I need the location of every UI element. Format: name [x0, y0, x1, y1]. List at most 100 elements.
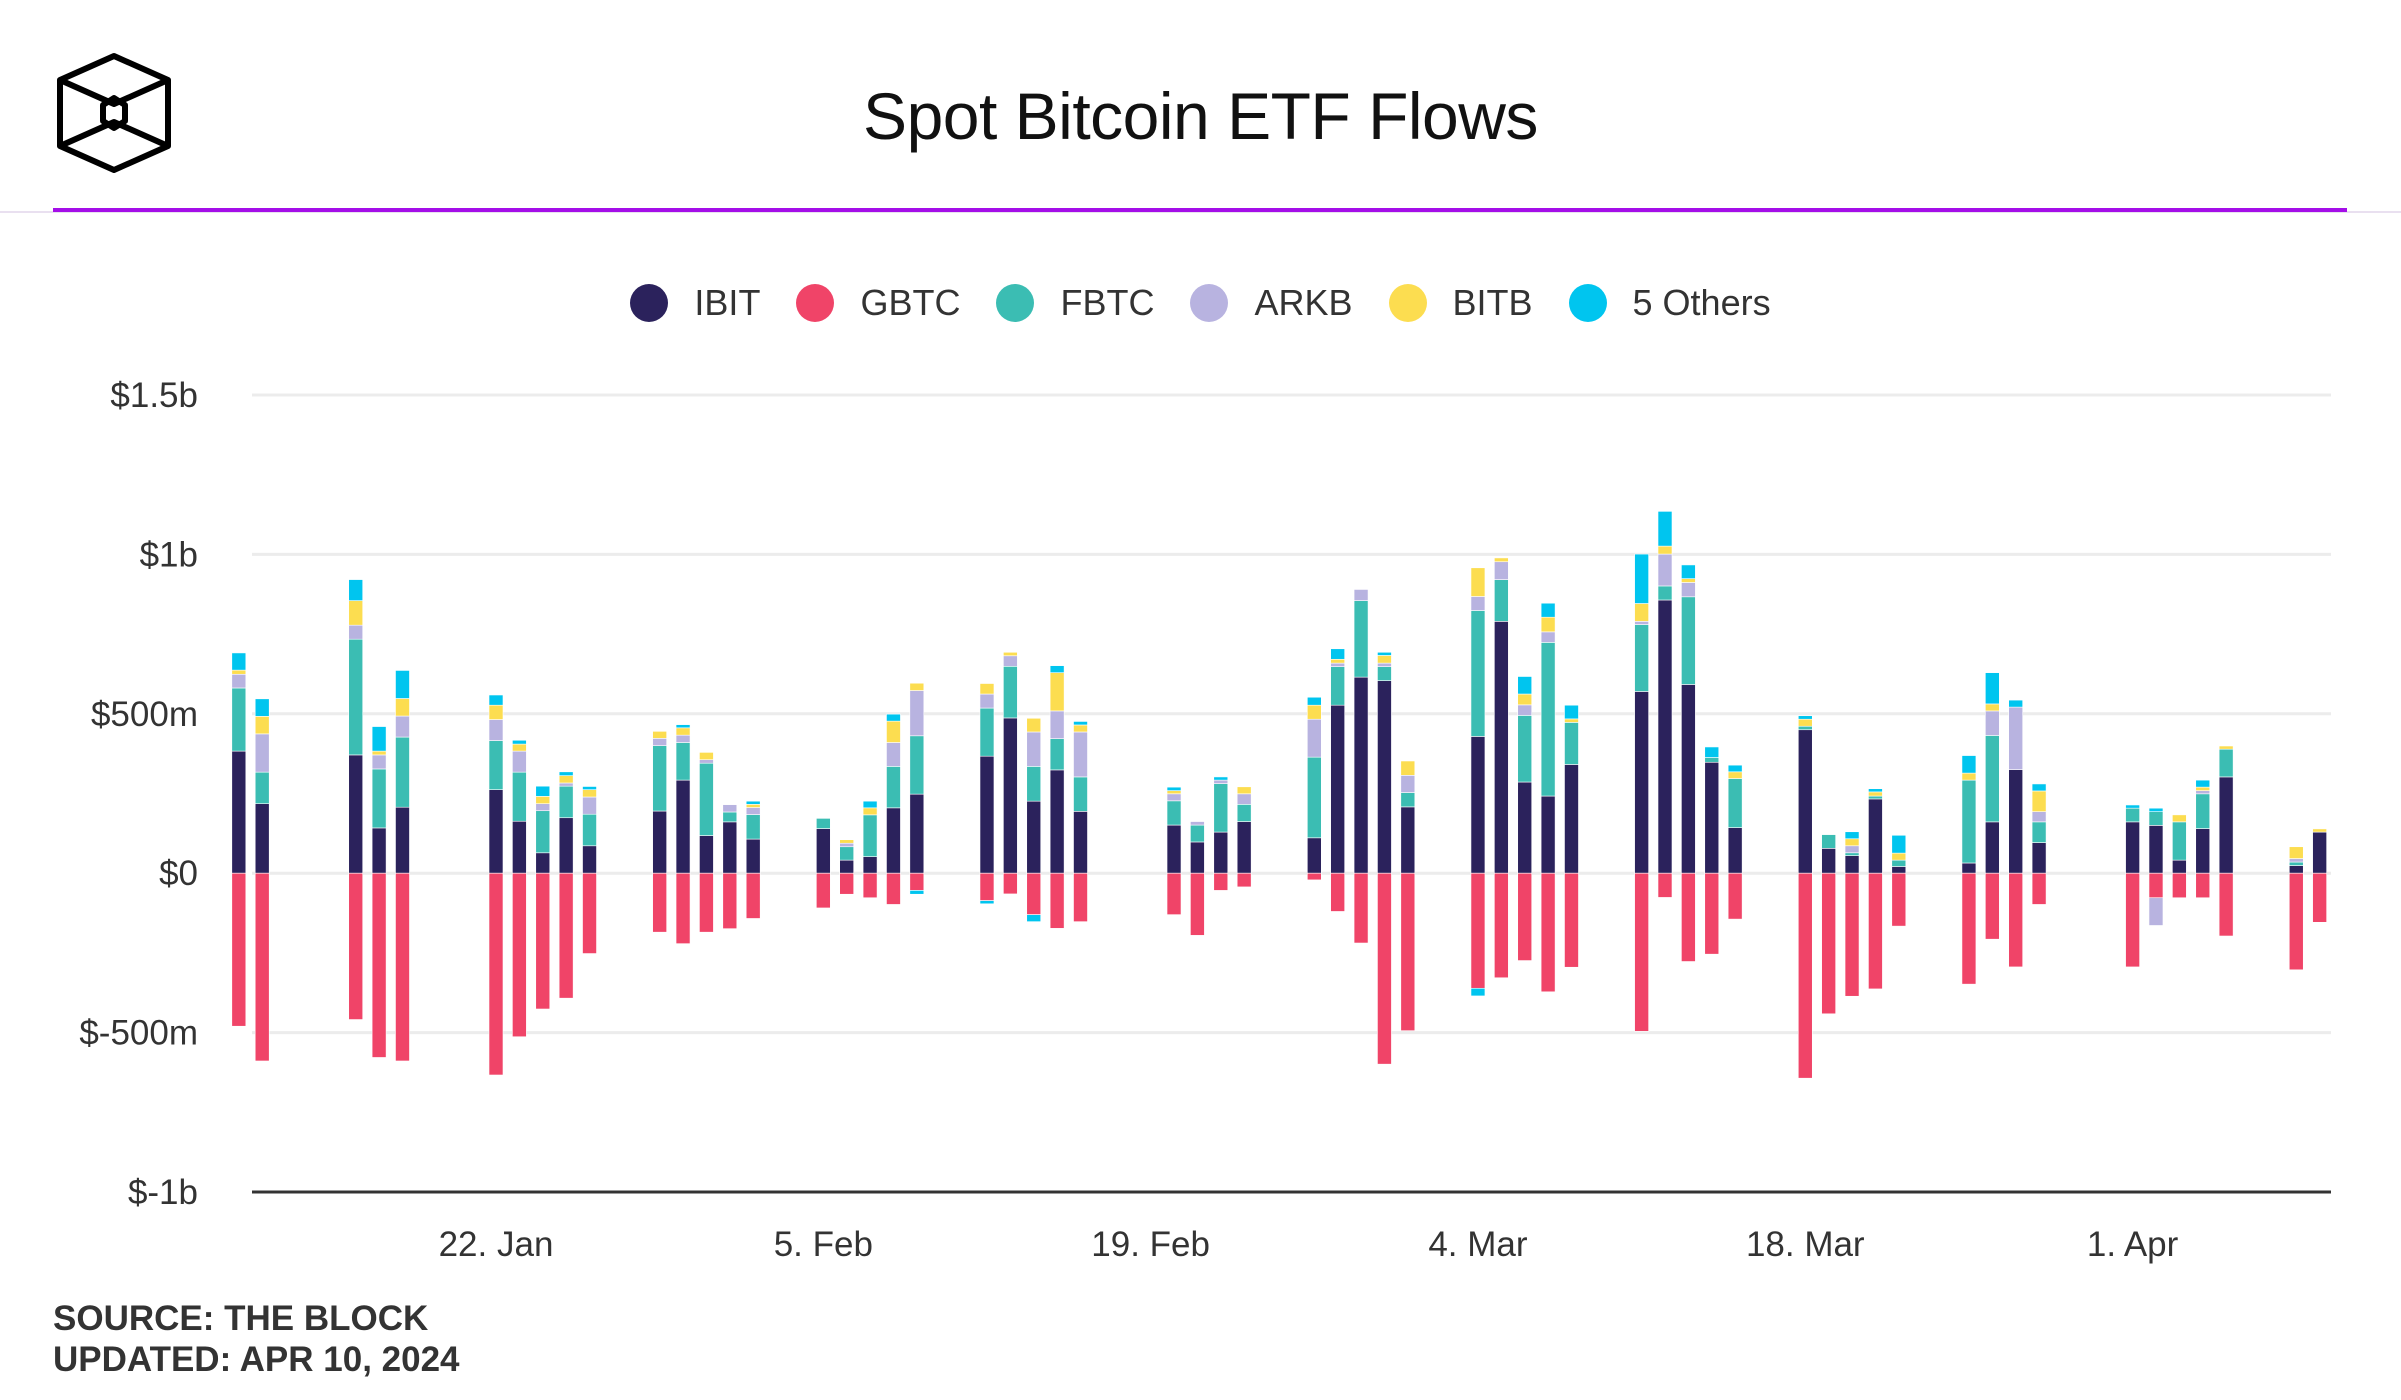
bar-segment-fbtc[interactable]: [1049, 738, 1065, 771]
bar-segment-arkb[interactable]: [488, 719, 504, 741]
bar-segment-ibit[interactable]: [1844, 855, 1860, 874]
bar-segment-fbtc[interactable]: [699, 762, 714, 836]
bar-segment-fbtc[interactable]: [1236, 804, 1252, 822]
bar-segment-bitb[interactable]: [1400, 760, 1416, 776]
bar-segment-bitb[interactable]: [395, 698, 410, 717]
bar-segment-fbtc[interactable]: [1821, 834, 1836, 849]
bar-segment-arkb[interactable]: [1003, 655, 1018, 667]
bar-segment-ibit[interactable]: [886, 807, 901, 874]
bar-segment-arkb[interactable]: [745, 807, 761, 815]
bar-segment-bitb[interactable]: [535, 796, 551, 805]
bar-segment-5-others[interactable]: [1330, 648, 1345, 660]
bar-segment-5-others[interactable]: [535, 785, 551, 797]
bar-segment-ibit[interactable]: [2148, 825, 2164, 874]
bar-segment-gbtc[interactable]: [2172, 872, 2187, 899]
bar-segment-ibit[interactable]: [1353, 676, 1369, 874]
bar-segment-fbtc[interactable]: [1727, 778, 1743, 828]
bar-segment-fbtc[interactable]: [2195, 793, 2211, 829]
bar-segment-gbtc[interactable]: [886, 872, 901, 905]
bar-segment-ibit[interactable]: [652, 810, 667, 874]
bar-segment-gbtc[interactable]: [1049, 872, 1065, 929]
bar-segment-ibit[interactable]: [1657, 599, 1673, 874]
bar-segment-arkb[interactable]: [1166, 793, 1182, 802]
bar-segment-bitb[interactable]: [1307, 704, 1322, 720]
bar-segment-fbtc[interactable]: [2218, 748, 2234, 778]
bar-segment-fbtc[interactable]: [675, 742, 691, 781]
bar-segment-fbtc[interactable]: [1564, 722, 1579, 765]
bar-segment-5-others[interactable]: [231, 652, 247, 671]
bar-segment-ibit[interactable]: [745, 838, 761, 874]
bar-segment-ibit[interactable]: [1891, 866, 1907, 874]
bar-segment-gbtc[interactable]: [1517, 872, 1533, 961]
bar-segment-5-others[interactable]: [1727, 764, 1743, 773]
bar-segment-fbtc[interactable]: [2172, 821, 2187, 861]
bar-segment-bitb[interactable]: [745, 804, 761, 808]
bar-segment-ibit[interactable]: [2312, 831, 2327, 874]
bar-segment-fbtc[interactable]: [371, 768, 387, 829]
bar-segment-ibit[interactable]: [371, 827, 387, 874]
bar-segment-fbtc[interactable]: [1470, 610, 1486, 737]
bar-segment-ibit[interactable]: [2172, 859, 2187, 874]
bar-segment-gbtc[interactable]: [1377, 872, 1392, 1065]
bar-segment-ibit[interactable]: [1213, 831, 1229, 874]
bar-segment-bitb[interactable]: [1657, 545, 1673, 555]
bar-segment-fbtc[interactable]: [535, 810, 551, 854]
bar-segment-5-others[interactable]: [1166, 786, 1182, 791]
bar-segment-gbtc[interactable]: [558, 872, 574, 999]
bar-segment-5-others[interactable]: [2031, 783, 2047, 792]
bar-segment-5-others[interactable]: [1704, 746, 1720, 758]
bar-segment-fbtc[interactable]: [1166, 800, 1182, 826]
bar-segment-fbtc[interactable]: [1026, 766, 1042, 802]
bar-segment-ibit[interactable]: [1166, 824, 1182, 874]
bar-segment-ibit[interactable]: [1026, 800, 1042, 874]
legend-item-fbtc[interactable]: FBTC: [996, 282, 1154, 324]
bar-segment-fbtc[interactable]: [839, 846, 855, 861]
bar-segment-bitb[interactable]: [2218, 745, 2234, 750]
bar-segment-ibit[interactable]: [722, 821, 738, 874]
bar-segment-gbtc[interactable]: [1704, 872, 1720, 955]
bar-segment-bitb[interactable]: [582, 789, 597, 798]
bar-segment-ibit[interactable]: [2125, 821, 2140, 874]
bar-segment-bitb[interactable]: [1330, 658, 1345, 664]
bar-segment-5-others[interactable]: [1470, 987, 1486, 997]
bar-segment-bitb[interactable]: [1868, 791, 1883, 797]
bar-segment-arkb[interactable]: [979, 693, 995, 709]
legend-item-ibit[interactable]: IBIT: [630, 282, 760, 324]
bar-segment-ibit[interactable]: [909, 793, 925, 874]
bar-segment-bitb[interactable]: [1049, 672, 1065, 712]
bar-segment-ibit[interactable]: [1564, 764, 1579, 874]
bar-segment-5-others[interactable]: [1307, 696, 1322, 706]
bar-segment-ibit[interactable]: [1985, 821, 2000, 874]
bar-segment-ibit[interactable]: [231, 750, 247, 874]
bar-segment-5-others[interactable]: [909, 890, 925, 895]
bar-segment-gbtc[interactable]: [231, 872, 247, 1027]
bar-segment-ibit[interactable]: [395, 806, 410, 874]
bar-segment-ibit[interactable]: [1494, 621, 1509, 874]
bar-segment-bitb[interactable]: [1494, 557, 1509, 563]
bar-segment-ibit[interactable]: [839, 859, 855, 874]
bar-segment-bitb[interactable]: [652, 731, 667, 739]
bar-segment-arkb[interactable]: [1377, 662, 1392, 667]
bar-segment-gbtc[interactable]: [745, 872, 761, 919]
bar-segment-fbtc[interactable]: [1307, 756, 1322, 839]
bar-segment-fbtc[interactable]: [1844, 852, 1860, 856]
bar-segment-bitb[interactable]: [1564, 718, 1579, 723]
bar-segment-fbtc[interactable]: [1657, 585, 1673, 601]
bar-segment-arkb[interactable]: [1026, 731, 1042, 767]
bar-segment-gbtc[interactable]: [512, 872, 527, 1038]
bar-segment-arkb[interactable]: [675, 734, 691, 743]
bar-segment-arkb[interactable]: [2031, 811, 2047, 823]
bar-segment-gbtc[interactable]: [1681, 872, 1696, 962]
bar-segment-bitb[interactable]: [488, 704, 504, 720]
bar-segment-fbtc[interactable]: [2125, 807, 2140, 823]
bar-segment-gbtc[interactable]: [1073, 872, 1088, 922]
bar-segment-arkb[interactable]: [886, 742, 901, 767]
bar-segment-arkb[interactable]: [395, 715, 410, 738]
bar-segment-ibit[interactable]: [558, 817, 574, 874]
bar-segment-5-others[interactable]: [1540, 602, 1556, 618]
bar-segment-5-others[interactable]: [1634, 553, 1649, 604]
bar-segment-fbtc[interactable]: [558, 785, 574, 819]
bar-segment-bitb[interactable]: [558, 775, 574, 784]
bar-segment-5-others[interactable]: [2148, 807, 2164, 812]
bar-segment-fbtc[interactable]: [488, 740, 504, 790]
